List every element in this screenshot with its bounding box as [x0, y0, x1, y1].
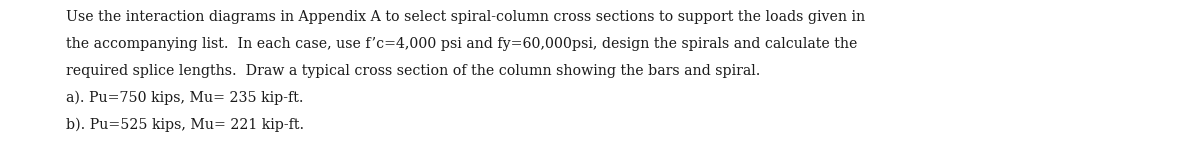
Text: Use the interaction diagrams in Appendix A to select spiral-column cross section: Use the interaction diagrams in Appendix…	[66, 10, 865, 24]
Text: a). Pu=750 kips, Mu= 235 kip-ft.: a). Pu=750 kips, Mu= 235 kip-ft.	[66, 91, 304, 105]
Text: the accompanying list.  In each case, use f’c=4,000 psi and fy=60,000psi, design: the accompanying list. In each case, use…	[66, 37, 857, 51]
Text: required splice lengths.  Draw a typical cross section of the column showing the: required splice lengths. Draw a typical …	[66, 64, 761, 78]
Text: b). Pu=525 kips, Mu= 221 kip-ft.: b). Pu=525 kips, Mu= 221 kip-ft.	[66, 117, 304, 132]
